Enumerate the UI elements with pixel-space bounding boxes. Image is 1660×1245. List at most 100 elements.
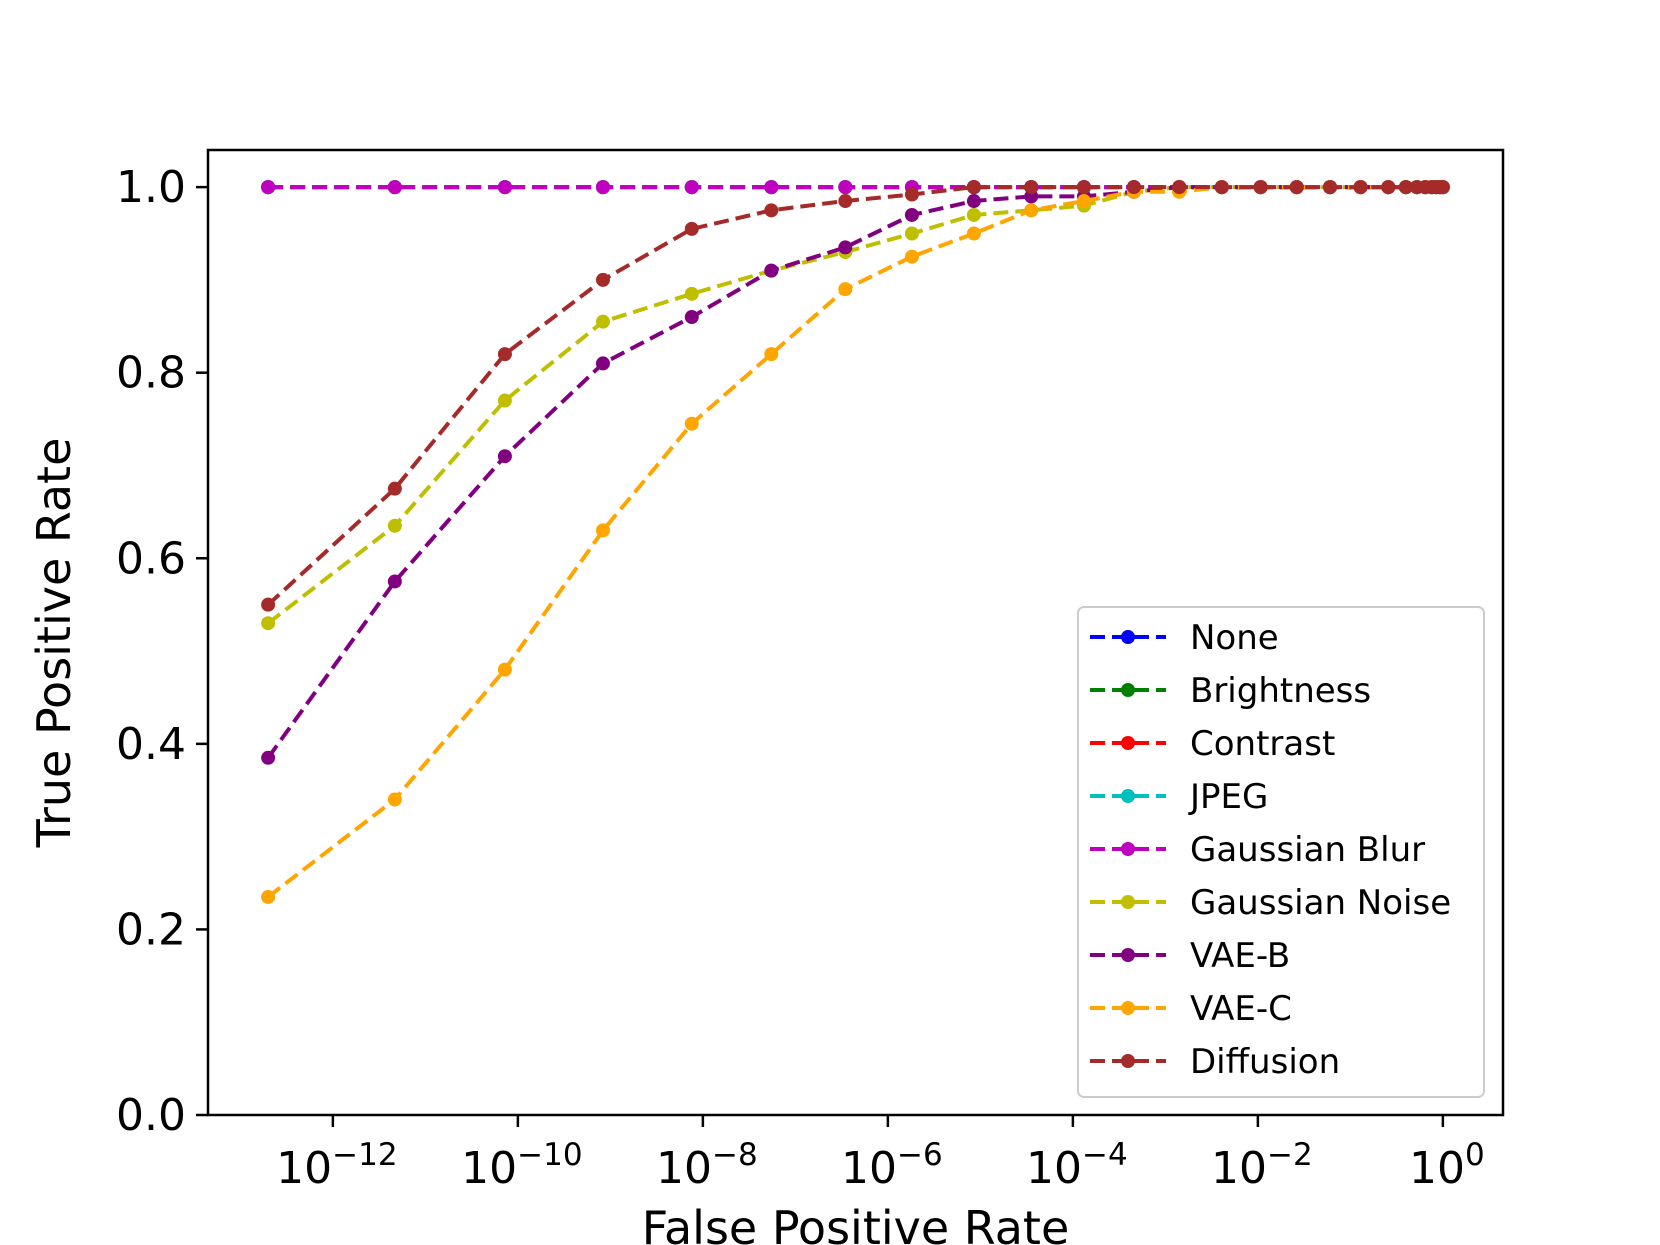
data-point-diffusion [1381,180,1396,195]
data-point-gaussian-noise [497,393,512,408]
legend-swatch-marker [1121,1054,1135,1068]
series-diffusion [261,180,1450,612]
data-point-vae-b [838,240,853,255]
data-point-gaussian-noise [966,207,981,222]
legend-label: None [1190,618,1279,658]
data-point-diffusion [595,272,610,287]
data-point-vae-c [595,523,610,538]
data-point-diffusion [1353,180,1368,195]
legend-label: JPEG [1188,777,1268,817]
data-point-vae-b [261,750,276,765]
data-point-vae-c [1024,203,1039,218]
data-point-diffusion [1398,180,1413,195]
data-point-gaussian-blur [595,180,610,195]
x-tick-exponent: −2 [1267,1137,1313,1173]
plot-frame [206,148,1505,1117]
data-point-gaussian-blur [261,180,276,195]
legend-item-diffusion: Diffusion [1090,1042,1340,1082]
x-tick-exponent: −12 [332,1137,397,1173]
x-tick-exponent: 0 [1465,1137,1485,1173]
data-point-vae-c [838,282,853,297]
legend-swatch-marker [1121,1001,1135,1015]
y-tick-label: 0.0 [116,1090,186,1141]
data-point-vae-c [966,226,981,241]
x-tick-base: 10 [656,1143,712,1194]
series-layer [261,180,1450,904]
data-point-vae-b [595,356,610,371]
y-tick-label: 0.4 [116,719,186,770]
legend-item-vae-c: VAE-C [1090,989,1292,1029]
data-point-gaussian-noise [387,518,402,533]
data-point-diffusion [497,347,512,362]
x-tick-exponent: −4 [1082,1137,1128,1173]
data-point-diffusion [838,194,853,209]
data-point-diffusion [1172,180,1187,195]
x-tick-label: 100 [1409,1137,1485,1194]
x-tick-base: 10 [276,1143,332,1194]
data-point-diffusion [764,203,779,218]
axes-layer: 0.00.20.40.60.81.010−12 10−10 10−8 10−6 10−4… [116,162,1485,1194]
data-point-diffusion [1435,180,1450,195]
data-point-diffusion [387,481,402,496]
legend-swatch-marker [1121,789,1135,803]
x-tick-label: 10−10 [461,1137,582,1194]
data-point-diffusion [966,180,981,195]
data-point-vae-c [684,416,699,431]
legend-swatch-marker [1121,736,1135,750]
data-point-diffusion [261,597,276,612]
data-point-vae-b [497,449,512,464]
legend-label: Brightness [1190,671,1371,711]
legend-item-jpeg: JPEG [1090,777,1268,817]
legend-swatch-marker [1121,630,1135,644]
data-point-vae-c [261,889,276,904]
legend-item-none: None [1090,618,1279,658]
legend-box [1077,606,1485,1098]
legend-label: Gaussian Noise [1190,883,1451,923]
data-point-vae-c [1076,194,1091,209]
data-point-gaussian-blur [838,180,853,195]
data-point-diffusion [1214,180,1229,195]
data-point-vae-c [387,792,402,807]
data-point-vae-b [966,194,981,209]
data-point-gaussian-blur [764,180,779,195]
x-tick-exponent: −8 [712,1137,758,1173]
data-point-vae-c [497,662,512,677]
data-point-vae-b [684,310,699,325]
data-point-diffusion [904,187,919,202]
data-point-diffusion [1323,180,1338,195]
data-point-gaussian-noise [261,616,276,631]
data-point-vae-b [904,207,919,222]
data-point-gaussian-blur [684,180,699,195]
y-axis-label: True Positive Rate [27,438,81,849]
legend-swatch-marker [1121,948,1135,962]
data-point-gaussian-blur [387,180,402,195]
legend-item-gaussian-noise: Gaussian Noise [1090,883,1451,923]
data-point-vae-c [764,347,779,362]
legend-item-gaussian-blur: Gaussian Blur [1090,830,1425,870]
y-tick-label: 0.2 [116,904,186,955]
data-point-gaussian-noise [684,286,699,301]
legend-swatch-marker [1121,842,1135,856]
legend-label: VAE-B [1190,936,1290,976]
x-tick-exponent: −10 [517,1137,582,1173]
legend-swatch-marker [1121,895,1135,909]
legend-item-contrast: Contrast [1090,724,1335,764]
data-point-gaussian-noise [595,314,610,329]
legend-swatch-marker [1121,683,1135,697]
y-tick-label: 0.6 [116,533,186,584]
legend-label: Contrast [1190,724,1335,764]
x-axis-label: False Positive Rate [642,1201,1070,1245]
x-tick-base: 10 [1409,1143,1465,1194]
data-point-vae-b [764,263,779,278]
data-point-diffusion [1289,180,1304,195]
x-tick-label: 10−6 [841,1137,943,1194]
x-tick-base: 10 [841,1143,897,1194]
legend-label: VAE-C [1190,989,1292,1029]
legend-item-brightness: Brightness [1090,671,1371,711]
legend-item-vae-b: VAE-B [1090,936,1290,976]
x-tick-base: 10 [461,1143,517,1194]
data-point-diffusion [1024,180,1039,195]
legend-label: Diffusion [1190,1042,1340,1082]
x-tick-label: 10−4 [1026,1137,1128,1194]
